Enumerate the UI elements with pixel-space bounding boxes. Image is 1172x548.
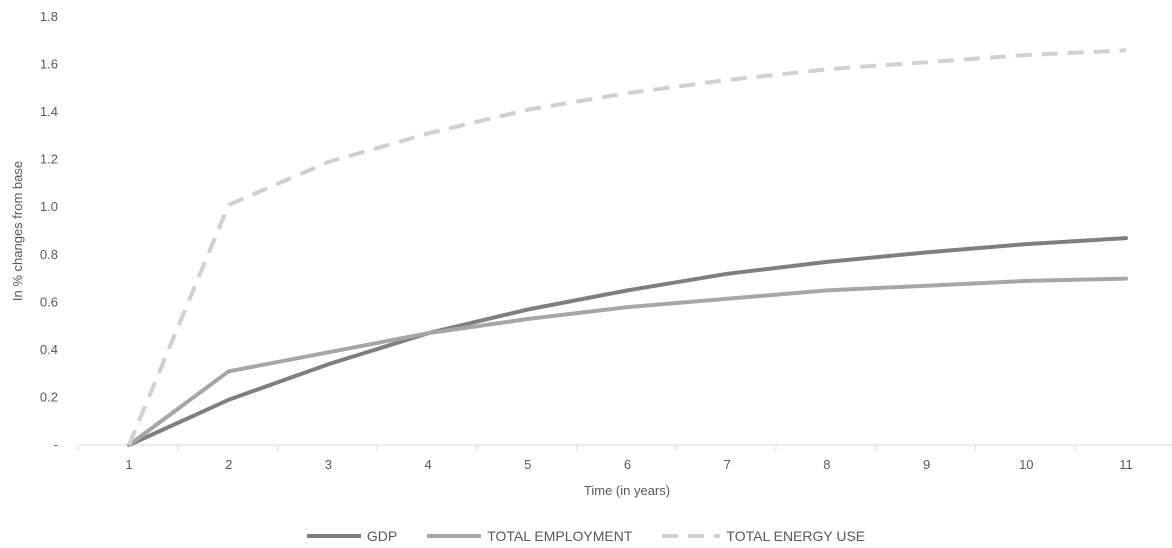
y-tick-label: - (54, 437, 58, 452)
y-tick-label: 1.2 (40, 152, 58, 167)
x-ticks: 1 2 3 4 5 6 7 8 9 10 11 (77, 445, 1133, 472)
y-tick-label: 0.4 (40, 342, 58, 357)
series-group (127, 48, 1128, 447)
y-ticks: - 0.2 0.4 0.6 0.8 1.0 1.2 1.4 1.6 1.8 (40, 9, 58, 452)
y-tick-label: 0.8 (40, 247, 58, 262)
legend-item: TOTAL EMPLOYMENT (427, 528, 632, 544)
legend-item: TOTAL ENERGY USE (662, 528, 865, 544)
y-tick-label: 0.6 (40, 294, 58, 309)
x-tick-label: 3 (325, 457, 332, 472)
x-tick-label: 9 (923, 457, 930, 472)
x-tick-label: 1 (125, 457, 132, 472)
series-line-total-employment (127, 276, 1128, 447)
series-line-gdp (127, 236, 1128, 447)
x-tick-label: 4 (424, 457, 431, 472)
x-tick-label: 8 (823, 457, 830, 472)
x-tick-label: 7 (724, 457, 731, 472)
x-tick-label: 5 (524, 457, 531, 472)
x-tick-label: 11 (1119, 457, 1133, 472)
legend-swatch (662, 534, 721, 538)
legend-swatch (306, 534, 361, 538)
legend-label: TOTAL ENERGY USE (726, 528, 866, 544)
y-axis-title: In % changes from base (10, 161, 25, 301)
line-chart: In % changes from base - 0.2 0.4 0.6 0.8 1.0 1… (10, 9, 1172, 498)
x-tick-label: 10 (1019, 457, 1033, 472)
y-axis-label: In % changes from base (10, 161, 25, 301)
x-axis-label: Time (in years) (584, 483, 670, 498)
legend-label: TOTAL EMPLOYMENT (487, 528, 633, 544)
y-tick-label: 1.4 (40, 104, 58, 119)
legend-swatch (427, 534, 482, 538)
y-tick-label: 1.0 (40, 199, 58, 214)
legend-label: GDP (366, 528, 398, 544)
y-tick-label: 0.2 (40, 389, 58, 404)
y-tick-label: 1.8 (40, 9, 58, 24)
legend-item: GDP (306, 528, 398, 544)
x-tick-label: 2 (225, 457, 232, 472)
y-tick-label: 1.6 (40, 57, 58, 72)
legend: GDP TOTAL EMPLOYMENT TOTAL ENERGY USE (0, 528, 1172, 544)
x-tick-label: 6 (624, 457, 631, 472)
